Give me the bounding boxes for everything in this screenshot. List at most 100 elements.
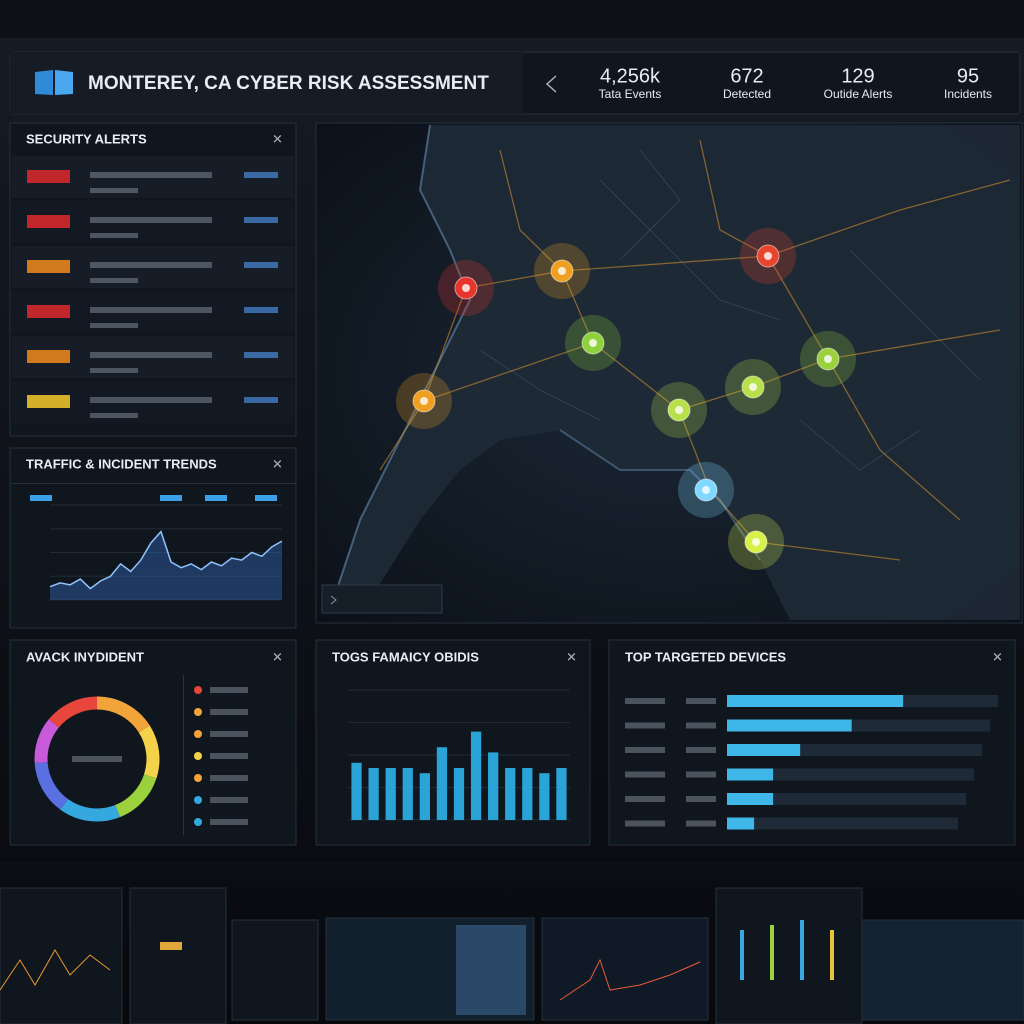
- node-core: [462, 284, 470, 292]
- alert-subtext: [90, 323, 138, 328]
- bar: [505, 768, 516, 820]
- legend-chip: [30, 495, 52, 501]
- legend-dot: [194, 796, 202, 804]
- alert-time: [244, 352, 278, 358]
- donut-segment: [96, 696, 150, 733]
- alert-subtext: [90, 368, 138, 373]
- header-title-area: [10, 52, 522, 114]
- close-button[interactable]: ✕: [272, 131, 283, 146]
- page-title: MONTEREY, CA CYBER RISK ASSESSMENT: [88, 73, 489, 94]
- bar: [727, 744, 801, 756]
- bar: [727, 768, 774, 781]
- legend-dot: [194, 752, 202, 760]
- legend-dot: [194, 708, 202, 716]
- legend-chip: [205, 495, 227, 501]
- bar: [436, 747, 448, 820]
- severity-badge: [27, 350, 70, 363]
- back-arrow[interactable]: [545, 75, 557, 93]
- donut-segment: [34, 719, 60, 763]
- device-count: [686, 722, 716, 729]
- donut-segment: [60, 798, 121, 822]
- severity-badge: [27, 260, 70, 273]
- legend-dot: [194, 686, 202, 694]
- node-core: [749, 383, 757, 391]
- node-core: [558, 267, 566, 275]
- top-strip: [0, 0, 1024, 38]
- map-streets: [479, 149, 981, 471]
- device-label: [625, 796, 665, 802]
- thumbnail-row: [0, 887, 1024, 1024]
- close-button[interactable]: ✕: [272, 649, 283, 664]
- alert-time: [244, 397, 278, 403]
- bar: [727, 817, 755, 830]
- node-core: [764, 252, 772, 260]
- map-button-icon: [330, 595, 337, 605]
- node-core: [824, 355, 832, 363]
- severity-badge: [27, 170, 70, 183]
- alert-subtext: [90, 188, 138, 193]
- alert-time: [244, 172, 278, 178]
- logo-icon: [35, 70, 73, 95]
- node-core: [589, 339, 597, 347]
- node-core: [702, 486, 710, 494]
- close-button[interactable]: ✕: [566, 649, 577, 664]
- alert-text: [90, 172, 212, 178]
- panel-title: TRAFFIC & INCIDENT TRENDS: [26, 456, 217, 471]
- devices-panel: [608, 639, 1016, 846]
- bar: [368, 768, 379, 820]
- device-label: [625, 771, 665, 778]
- panel-title: TOP TARGETED DEVICES: [625, 649, 786, 664]
- device-count: [686, 771, 716, 778]
- severity-badge: [27, 395, 70, 408]
- stat-label: Outide Alerts: [824, 87, 893, 101]
- alert-text: [90, 307, 212, 313]
- legend-dot: [194, 774, 202, 782]
- close-button[interactable]: ✕: [272, 456, 283, 471]
- device-count: [686, 796, 716, 802]
- device-count: [686, 698, 716, 704]
- bar: [556, 768, 567, 820]
- bar: [522, 768, 533, 820]
- alert-text: [90, 352, 212, 358]
- stat-value: 95: [957, 65, 979, 87]
- donut-segment: [34, 761, 69, 810]
- bar: [351, 762, 362, 820]
- legend-dot: [194, 730, 202, 738]
- bar-track: [727, 817, 958, 830]
- legend-text: [210, 797, 248, 803]
- legend-text: [210, 731, 248, 737]
- device-label: [625, 698, 665, 704]
- alert-text: [90, 217, 212, 223]
- bar-track: [727, 768, 974, 781]
- node-core: [752, 538, 760, 546]
- trends-panel: [9, 447, 297, 629]
- device-count: [686, 747, 716, 753]
- donut-segment: [138, 725, 160, 779]
- alert-text: [90, 397, 212, 403]
- trend-line: [49, 530, 283, 590]
- alert-subtext: [90, 233, 138, 238]
- alert-subtext: [90, 278, 138, 283]
- legend-chip: [255, 495, 277, 501]
- bar: [402, 768, 413, 820]
- alert-text: [90, 262, 212, 268]
- stat-label: Detected: [723, 87, 771, 101]
- trend-area: [50, 531, 282, 600]
- bar: [727, 793, 774, 805]
- close-button[interactable]: ✕: [992, 649, 1003, 664]
- divider: [183, 675, 184, 835]
- stat-label: Tata Events: [599, 87, 662, 101]
- map-button[interactable]: [321, 584, 443, 614]
- legend-dot: [194, 818, 202, 826]
- legend-text: [210, 775, 248, 781]
- donut-segment: [114, 774, 157, 818]
- alert-time: [244, 217, 278, 223]
- donut-segment: [48, 696, 98, 728]
- bar: [470, 731, 482, 820]
- bar: [727, 719, 852, 732]
- alert-subtext: [90, 413, 138, 418]
- panel-title: TOGS FAMAICY OBIDIS: [332, 649, 479, 664]
- separator-strip: [0, 862, 1024, 880]
- node-core: [420, 397, 428, 405]
